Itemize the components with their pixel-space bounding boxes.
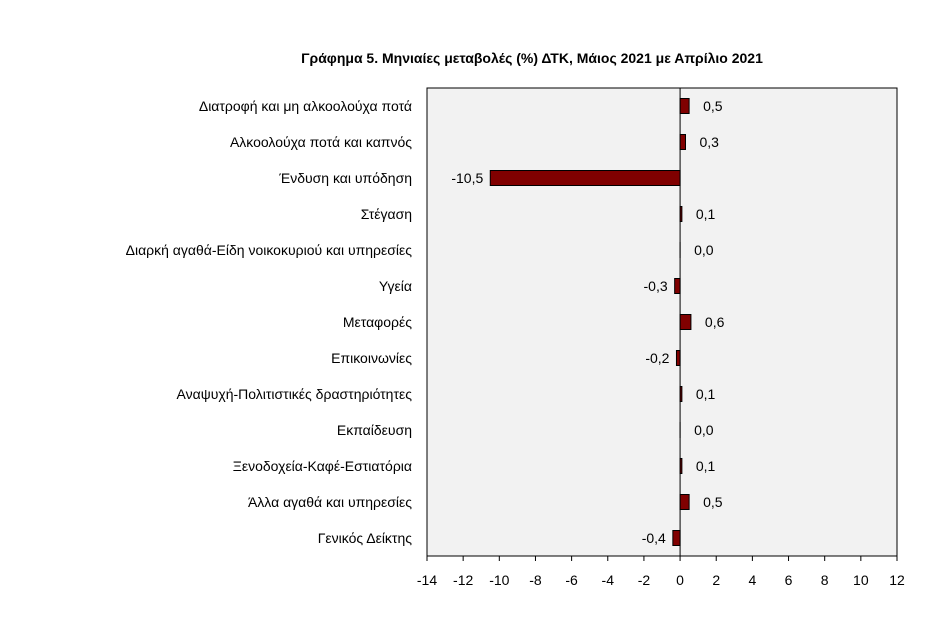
category-label: Μεταφορές — [343, 314, 412, 330]
bar — [489, 170, 681, 186]
value-label: 0,5 — [703, 98, 723, 114]
category-label: Επικοινωνίες — [331, 350, 412, 366]
chart-title: Γράφημα 5. Μηνιαίες μεταβολές (%) ΔΤΚ, Μ… — [301, 50, 763, 66]
value-label: 0,1 — [696, 206, 716, 222]
bar — [675, 350, 681, 366]
category-label: Αλκοολούχα ποτά και καπνός — [230, 134, 412, 150]
value-label: 0,1 — [696, 458, 716, 474]
x-tick-label: 12 — [889, 572, 905, 588]
x-tick-label: -4 — [602, 572, 615, 588]
bar — [679, 134, 686, 150]
bar — [672, 530, 681, 546]
category-label: Ένδυση και υπόδηση — [278, 170, 412, 186]
value-label: 0,0 — [694, 242, 714, 258]
category-label: Διατροφή και μη αλκοολούχα ποτά — [199, 98, 412, 114]
value-label: -0,2 — [645, 350, 669, 366]
x-tick-label: -6 — [565, 572, 578, 588]
plot-area — [426, 87, 898, 557]
x-tick-label: 8 — [821, 572, 829, 588]
x-axis: -14 -12 -10 -8 -6 -4 -2 0 2 4 6 8 10 12 — [417, 88, 905, 588]
x-tick-label: 4 — [748, 572, 756, 588]
x-tick-label: -14 — [417, 572, 437, 588]
value-labels-group: 0,5 0,3 -10,5 0,1 0,0 -0,3 0,6 -0,2 0,1 0,0 0,1 0,5… — [451, 98, 724, 546]
x-tick-label: -10 — [489, 572, 509, 588]
bar — [679, 494, 690, 510]
category-label: Υγεία — [379, 278, 412, 294]
x-tick-label: -8 — [529, 572, 542, 588]
value-label: -0,4 — [642, 530, 666, 546]
category-label: Άλλα αγαθά και υπηρεσίες — [248, 494, 412, 510]
category-label: Γενικός Δείκτης — [318, 530, 413, 546]
bar — [679, 98, 690, 114]
value-label: 0,5 — [703, 494, 723, 510]
value-label: 0,1 — [696, 386, 716, 402]
category-label: Διαρκή αγαθά-Είδη νοικοκυριού και υπηρεσ… — [126, 242, 413, 258]
value-label: 0,0 — [694, 422, 714, 438]
category-label: Στέγαση — [361, 206, 412, 222]
category-label: Αναψυχή-Πολιτιστικές δραστηριότητες — [177, 386, 413, 402]
x-tick-label: 6 — [785, 572, 793, 588]
category-labels-group: Διατροφή και μη αλκοολούχα ποτά Αλκοολούχ… — [126, 98, 413, 546]
x-tick-label: 0 — [676, 572, 684, 588]
value-label: -0,3 — [644, 278, 668, 294]
value-label: -10,5 — [451, 170, 483, 186]
bar — [674, 278, 681, 294]
value-label: 0,6 — [705, 314, 725, 330]
value-label: 0,3 — [700, 134, 720, 150]
bar — [679, 314, 692, 330]
x-tick-label: -12 — [453, 572, 473, 588]
category-label: Εκπαίδευση — [337, 422, 412, 438]
x-tick-label: 10 — [853, 572, 869, 588]
category-label: Ξενοδοχεία-Καφέ-Εστιατόρια — [233, 458, 412, 474]
x-tick-label: 2 — [712, 572, 720, 588]
bars-group — [489, 98, 692, 546]
x-tick-label: -2 — [638, 572, 651, 588]
